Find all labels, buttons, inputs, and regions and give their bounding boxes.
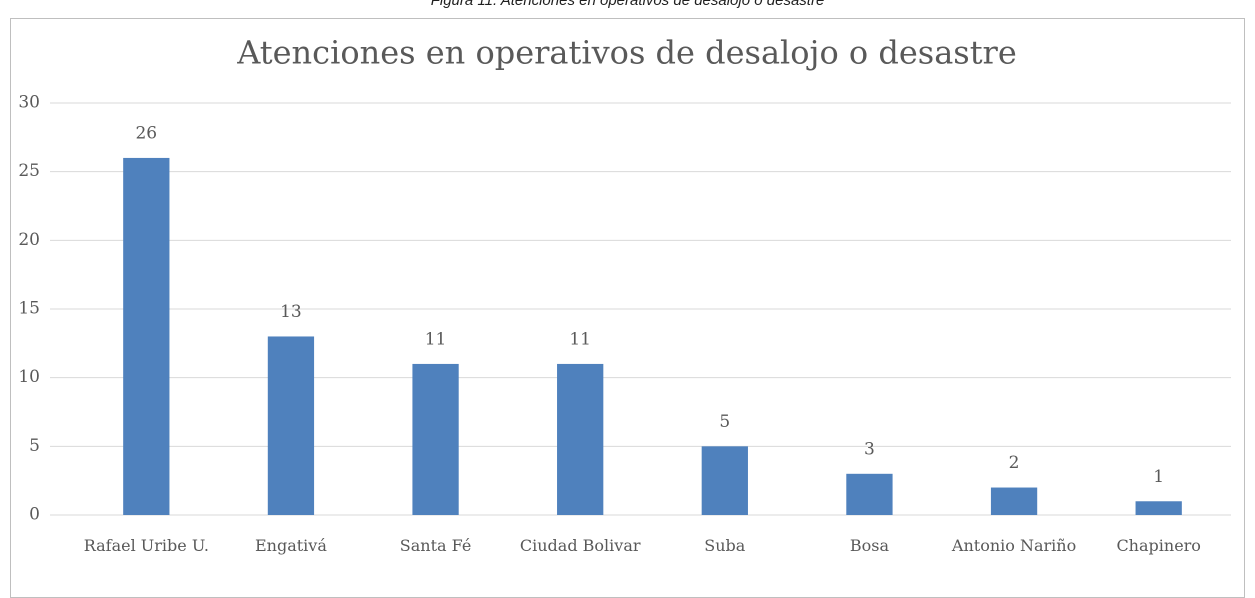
data-label: 3 xyxy=(864,439,875,459)
y-tick-label: 5 xyxy=(29,436,40,456)
bar xyxy=(412,363,459,515)
data-label: 11 xyxy=(569,329,591,349)
x-tick-label: Antonio Nariño xyxy=(951,536,1077,555)
x-tick-label: Rafael Uribe U. xyxy=(83,536,209,555)
data-label: 13 xyxy=(280,302,302,322)
x-tick-label: Suba xyxy=(704,536,746,555)
data-label: 2 xyxy=(1009,453,1020,473)
x-tick-label: Santa Fé xyxy=(399,536,472,555)
x-tick-label: Ciudad Bolivar xyxy=(519,536,641,555)
figure-caption: Figura 11. Atenciones en operativos de d… xyxy=(430,0,825,9)
data-label: 5 xyxy=(719,412,730,432)
x-tick-label: Bosa xyxy=(849,536,889,555)
bar xyxy=(557,363,604,515)
y-tick-label: 15 xyxy=(18,299,40,319)
bar xyxy=(701,446,748,515)
bar xyxy=(990,487,1038,515)
y-tick-label: 20 xyxy=(18,230,40,250)
data-label: 1 xyxy=(1153,467,1164,487)
chart-title: Atenciones en operativos de desalojo o d… xyxy=(236,34,1017,72)
y-tick-label: 30 xyxy=(18,93,40,113)
y-tick-label: 10 xyxy=(18,367,40,387)
bar xyxy=(123,157,170,515)
bar xyxy=(1135,501,1182,515)
x-tick-label: Engativá xyxy=(254,536,327,555)
bar xyxy=(267,336,315,515)
data-label: 26 xyxy=(135,123,157,143)
data-label: 11 xyxy=(425,329,447,349)
x-tick-label: Chapinero xyxy=(1116,536,1201,555)
y-tick-label: 25 xyxy=(18,161,40,181)
bar xyxy=(846,473,893,515)
y-tick-label: 0 xyxy=(29,505,40,525)
